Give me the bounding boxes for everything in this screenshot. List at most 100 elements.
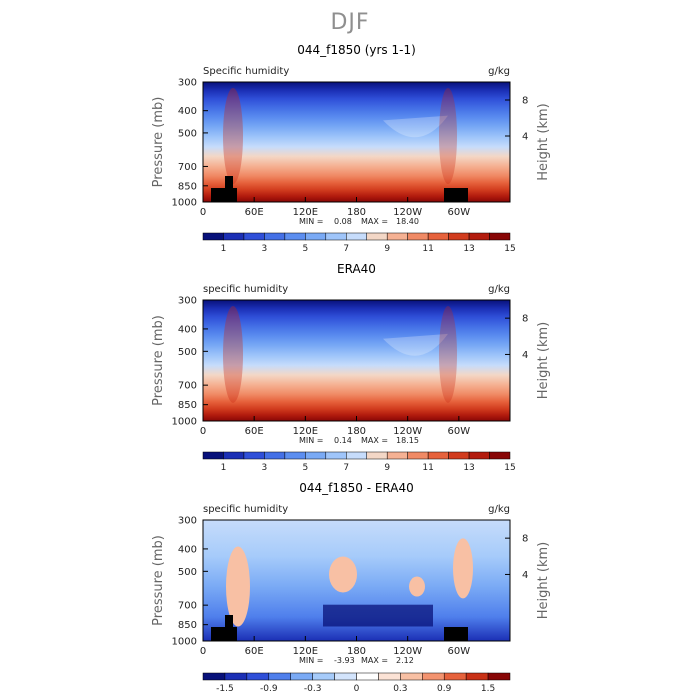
panel2-xtick-label: 120W bbox=[393, 426, 422, 437]
panel1-ytick-label: 300 bbox=[178, 78, 197, 89]
panel2-xtick-label: 180 bbox=[347, 426, 366, 437]
panel1-rtick-label: 4 bbox=[522, 132, 528, 143]
panel2-field bbox=[203, 300, 510, 421]
panel2-colorbar-label: 9 bbox=[384, 463, 390, 473]
panel3-variable-label: specific humidity bbox=[203, 504, 288, 515]
panel3-positive-anomaly bbox=[329, 556, 357, 593]
panel1-colorbar-swatch bbox=[346, 232, 367, 241]
panel3-units-label: g/kg bbox=[488, 504, 510, 515]
panel3-ylabel-right: Height (km) bbox=[536, 542, 551, 619]
panel1-title: 044_f1850 (yrs 1-1) bbox=[297, 43, 416, 57]
panel1-colorbar-swatch bbox=[243, 232, 265, 241]
panel3-colorbar-swatch bbox=[422, 672, 445, 681]
panel1-colorbar-label: 15 bbox=[504, 244, 515, 254]
panel2-moist-plume-america bbox=[439, 306, 457, 403]
panel1-xtick-label: 60E bbox=[245, 207, 264, 218]
panel3-colorbar-swatch bbox=[487, 672, 511, 681]
panel1-ylabel-right: Height (km) bbox=[536, 103, 551, 180]
panel2-variable-label: specific humidity bbox=[203, 284, 288, 295]
panel2-ylabel-right: Height (km) bbox=[536, 322, 551, 399]
panel3-colorbar-swatch bbox=[400, 672, 423, 681]
panel2-colorbar-swatch bbox=[407, 451, 429, 460]
panel2-max-text: MAX = bbox=[361, 436, 388, 445]
panel2-xtick-label: 0 bbox=[200, 426, 206, 437]
panel1-colorbar-label: 13 bbox=[463, 244, 474, 254]
panel1-colorbar-swatch bbox=[223, 232, 245, 241]
panel1-units-label: g/kg bbox=[488, 66, 510, 77]
panel1-ytick-label: 850 bbox=[178, 181, 197, 192]
panel2-colorbar-swatch bbox=[223, 451, 245, 460]
panel3-colorbar-swatch bbox=[246, 672, 270, 681]
panel1-colorbar-swatch bbox=[264, 232, 286, 241]
panel2-ytick-label: 700 bbox=[178, 381, 197, 392]
panel1-colorbar-label: 7 bbox=[343, 244, 349, 254]
panel3-topography bbox=[444, 627, 468, 641]
panel3-positive-anomaly bbox=[226, 546, 250, 627]
panel3-colorbar-label: -0.9 bbox=[260, 684, 278, 694]
figure-title: DJF bbox=[330, 10, 370, 35]
panel3-colorbar-label: 0 bbox=[354, 684, 360, 694]
panel2-colorbar-label: 13 bbox=[463, 463, 474, 473]
panel2-rtick-label: 4 bbox=[522, 350, 528, 361]
panel1-ytick-label: 400 bbox=[178, 106, 197, 117]
panel3-xtick-label: 120W bbox=[393, 646, 422, 657]
panel2-colorbar-swatch bbox=[468, 451, 490, 460]
panel1-dry-region bbox=[383, 115, 448, 138]
panel2-moist-plume-africa bbox=[223, 306, 243, 403]
panel3-colorbar-swatch bbox=[356, 672, 379, 681]
panel2-colorbar-swatch bbox=[325, 451, 347, 460]
panel2-xtick-label: 120E bbox=[293, 426, 318, 437]
panel3-colorbar-swatch bbox=[334, 672, 357, 681]
panel2-colorbar-label: 7 bbox=[343, 463, 349, 473]
panel3-xtick-label: 60W bbox=[448, 646, 471, 657]
panel3-colorbar-swatch bbox=[465, 672, 489, 681]
panel3-negative-anomaly bbox=[323, 604, 433, 627]
panel1-xtick-label: 120E bbox=[293, 207, 318, 218]
panel1-ytick-label: 500 bbox=[178, 128, 197, 139]
panel2-colorbar-label: 3 bbox=[262, 463, 268, 473]
panel1-colorbar-swatch bbox=[305, 232, 327, 241]
panel1-colorbar-label: 9 bbox=[384, 244, 390, 254]
panel1-ylabel: Pressure (mb) bbox=[151, 97, 166, 188]
panel1-colorbar-swatch bbox=[427, 232, 449, 241]
panel3-positive-anomaly bbox=[453, 538, 473, 599]
panel1-colorbar-swatch bbox=[468, 232, 490, 241]
panel3-colorbar-label: 0.9 bbox=[437, 684, 452, 694]
panel2-colorbar-swatch bbox=[264, 451, 286, 460]
panel3-topography bbox=[225, 615, 233, 641]
panel2-ytick-label: 300 bbox=[178, 296, 197, 307]
panel1-xtick-label: 60W bbox=[448, 207, 471, 218]
panel1-ytick-label: 700 bbox=[178, 162, 197, 173]
panel3-colorbar-swatch bbox=[268, 672, 291, 681]
panel2-ytick-label: 1000 bbox=[172, 417, 197, 428]
panel1-ytick-label: 1000 bbox=[172, 198, 197, 209]
panel3-colorbar-swatch bbox=[290, 672, 313, 681]
panel3-max-value: 2.12 bbox=[396, 656, 414, 665]
panel2-colorbar-label: 11 bbox=[422, 463, 433, 473]
panel2-colorbar-swatch bbox=[284, 451, 306, 460]
panel1-xtick-label: 120W bbox=[393, 207, 422, 218]
panel1-topography bbox=[444, 188, 468, 202]
panel1-topography bbox=[225, 176, 233, 202]
panel2-dry-region bbox=[383, 333, 448, 356]
panel3-ytick-label: 700 bbox=[178, 601, 197, 612]
panel1-field bbox=[203, 82, 510, 202]
panel3-colorbar-label: -1.5 bbox=[216, 684, 234, 694]
panel3-ytick-label: 400 bbox=[178, 544, 197, 555]
panel3-ytick-label: 300 bbox=[178, 516, 197, 527]
panel2-max-value: 18.15 bbox=[396, 436, 419, 445]
panel3-title: 044_f1850 - ERA40 bbox=[299, 481, 414, 495]
panel1-colorbar-swatch bbox=[407, 232, 429, 241]
panel3-positive-anomaly bbox=[409, 576, 425, 597]
panel2-colorbar-swatch bbox=[386, 451, 408, 460]
panel2-min-value: 0.14 bbox=[334, 436, 352, 445]
panel2-ytick-label: 500 bbox=[178, 347, 197, 358]
panel2-colorbar-swatch bbox=[346, 451, 367, 460]
panel1-colorbar-swatch bbox=[489, 232, 511, 241]
panel2-colorbar-swatch bbox=[202, 451, 224, 460]
panel2-colorbar-label: 15 bbox=[504, 463, 515, 473]
panel1-colorbar-swatch bbox=[366, 232, 388, 241]
panel1-max-text: MAX = bbox=[361, 217, 388, 226]
panel2-ytick-label: 400 bbox=[178, 324, 197, 335]
